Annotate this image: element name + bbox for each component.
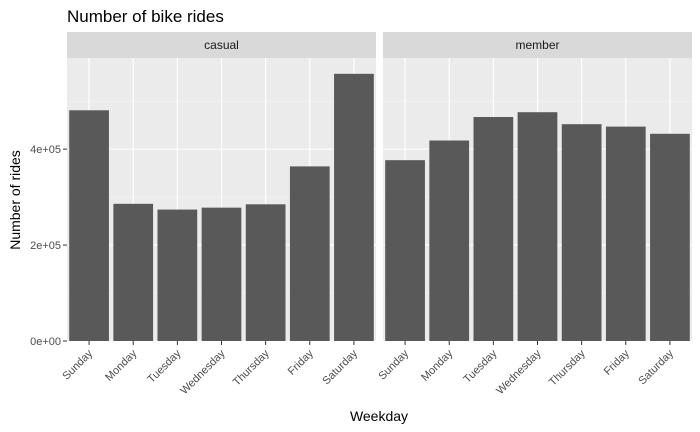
bar-member-monday — [429, 140, 470, 341]
facet-strip-label: casual — [204, 38, 239, 52]
x-tick-label: Tuesday — [461, 347, 499, 385]
x-tick-label: Wednesday — [178, 347, 228, 397]
bar-casual-monday — [113, 203, 154, 341]
y-axis-title: Number of rides — [7, 150, 23, 250]
bar-casual-wednesday — [201, 207, 242, 341]
facet-strip — [383, 32, 692, 58]
x-axis-title: Weekday — [350, 408, 408, 424]
bar-member-saturday — [650, 133, 690, 341]
bar-casual-sunday — [69, 110, 109, 341]
y-tick-label: 0e+00 — [30, 336, 61, 348]
bar-casual-thursday — [245, 204, 286, 341]
chart-title: Number of bike rides — [67, 7, 224, 26]
facet-strip-label: member — [515, 38, 559, 52]
facet-strip — [67, 32, 376, 58]
x-tick-label: Saturday — [636, 347, 676, 387]
bar-casual-friday — [289, 166, 330, 341]
x-tick-label: Sunday — [60, 347, 95, 382]
x-tick-label: Thursday — [547, 347, 588, 388]
bar-casual-saturday — [334, 73, 374, 342]
bar-member-thursday — [561, 124, 602, 341]
x-tick-label: Saturday — [320, 347, 360, 387]
y-tick-label: 2e+05 — [30, 240, 61, 252]
x-tick-label: Friday — [602, 347, 632, 377]
bar-member-friday — [605, 126, 646, 341]
bar-casual-tuesday — [157, 209, 198, 341]
bar-member-sunday — [385, 160, 425, 341]
x-tick-label: Monday — [103, 347, 140, 384]
x-tick-label: Wednesday — [494, 347, 544, 397]
bar-member-wednesday — [517, 112, 558, 342]
bar-member-tuesday — [473, 116, 514, 341]
x-tick-label: Friday — [286, 347, 316, 377]
x-tick-label: Thursday — [231, 347, 272, 388]
x-tick-label: Monday — [419, 347, 456, 384]
x-tick-label: Sunday — [376, 347, 411, 382]
y-axis: 0e+00 2e+05 4e+05 — [30, 144, 67, 348]
y-tick-label: 4e+05 — [30, 144, 61, 156]
x-tick-label: Tuesday — [145, 347, 183, 385]
